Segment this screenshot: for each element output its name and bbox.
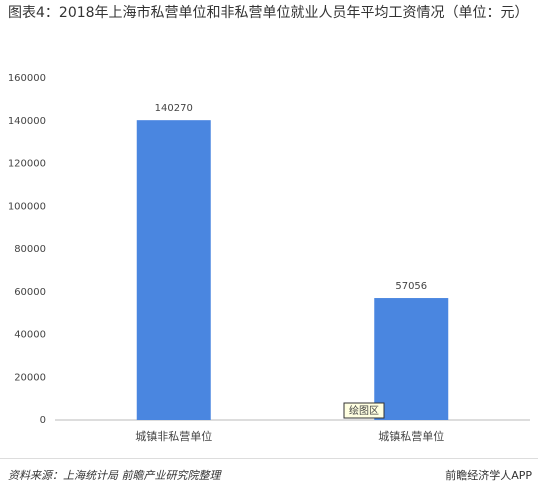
y-tick-label: 100000 — [8, 201, 46, 212]
bar — [136, 120, 211, 420]
value-label: 57056 — [395, 281, 427, 292]
tooltip-box — [343, 402, 385, 419]
chart: 0 20000 40000 60000 80000 100000 120000 140000 1… — [8, 73, 530, 443]
app-credit: 前瞻经济学人APP — [445, 469, 532, 482]
x-tick-label: 城镇非私营单位 — [135, 429, 212, 443]
y-tick-label: 80000 — [14, 244, 46, 255]
y-tick-label: 140000 — [8, 116, 46, 127]
value-label: 140270 — [155, 103, 193, 114]
y-tick-label: 40000 — [14, 330, 46, 341]
y-tick-label: 20000 — [14, 372, 46, 383]
y-tick-label: 60000 — [14, 287, 46, 298]
y-tick-label: 160000 — [8, 73, 46, 84]
x-tick-label: 城镇私营单位 — [378, 429, 444, 443]
source: 资料来源：上海统计局 前瞻产业研究院整理 — [8, 469, 221, 482]
chart-title: 图表4：2018年上海市私营单位和非私营单位就业人员年平均工资情况（单位：元） — [8, 5, 529, 21]
y-tick-label: 120000 — [8, 159, 46, 170]
footer: 资料来源：上海统计局 前瞻产业研究院整理 前瞻经济学人APP — [0, 458, 538, 489]
y-tick-label: 0 — [40, 415, 46, 426]
tooltip: 绘图区 — [349, 404, 379, 417]
bar — [374, 298, 449, 420]
